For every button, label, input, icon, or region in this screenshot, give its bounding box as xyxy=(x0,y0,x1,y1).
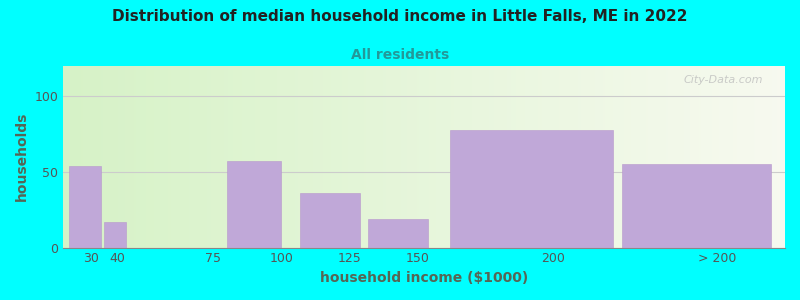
Bar xyxy=(300,193,360,248)
Y-axis label: households: households xyxy=(15,112,29,202)
Bar xyxy=(226,161,281,248)
X-axis label: household income ($1000): household income ($1000) xyxy=(320,271,528,285)
Bar xyxy=(104,222,126,248)
Text: City-Data.com: City-Data.com xyxy=(684,75,763,85)
Bar xyxy=(368,219,428,247)
Bar xyxy=(450,130,614,248)
Text: All residents: All residents xyxy=(351,48,449,62)
Bar xyxy=(622,164,771,248)
Text: Distribution of median household income in Little Falls, ME in 2022: Distribution of median household income … xyxy=(112,9,688,24)
Bar xyxy=(69,166,102,247)
